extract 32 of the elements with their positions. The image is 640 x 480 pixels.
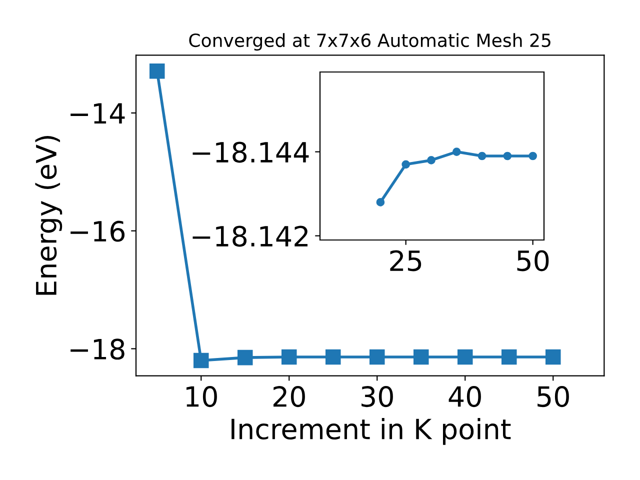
point <box>281 349 297 365</box>
point <box>369 349 385 365</box>
x-tick-label: 50 <box>538 386 569 408</box>
point <box>545 349 561 365</box>
x-tick-label: 50 <box>517 250 549 272</box>
x-tick-label: 40 <box>448 386 481 408</box>
y-tick-label: −18.144 <box>192 142 309 163</box>
point <box>402 160 410 169</box>
x-axis-title: Increment in K point <box>232 418 511 445</box>
chart-title: Converged at 7x7x6 Automatic Mesh 25 <box>189 33 550 51</box>
y-tick-label: −18 <box>70 338 124 360</box>
x-tick-label: 30 <box>362 386 393 408</box>
x-tick-label: 25 <box>390 250 422 272</box>
point <box>503 152 512 160</box>
y-tick-label: −18.142 <box>192 226 308 247</box>
point <box>452 148 461 156</box>
point <box>325 349 341 365</box>
point <box>413 349 429 365</box>
x-tick-label: 10 <box>186 386 217 408</box>
point <box>193 352 209 368</box>
point <box>376 198 385 206</box>
point <box>149 63 165 79</box>
y-axis-title: Energy (eV) <box>35 136 62 295</box>
point <box>501 349 517 365</box>
y-tick-label: −16 <box>70 220 125 242</box>
point <box>528 152 537 160</box>
point <box>457 349 473 365</box>
point <box>427 156 436 164</box>
x-tick-label: 20 <box>273 386 305 408</box>
y-tick-label: −14 <box>70 103 125 124</box>
point <box>478 152 486 160</box>
point <box>237 350 253 366</box>
